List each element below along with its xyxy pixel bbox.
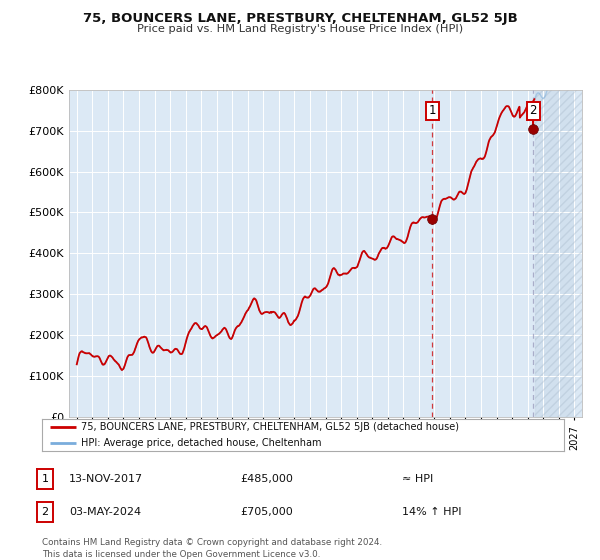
Text: 03-MAY-2024: 03-MAY-2024 (69, 507, 141, 517)
Text: Contains HM Land Registry data © Crown copyright and database right 2024.
This d: Contains HM Land Registry data © Crown c… (42, 538, 382, 559)
Text: 2: 2 (41, 507, 49, 517)
Bar (535, 90, 582, 417)
Text: 75, BOUNCERS LANE, PRESTBURY, CHELTENHAM, GL52 5JB (detached house): 75, BOUNCERS LANE, PRESTBURY, CHELTENHAM… (81, 422, 459, 432)
Text: HPI: Average price, detached house, Cheltenham: HPI: Average price, detached house, Chel… (81, 438, 322, 449)
Text: 14% ↑ HPI: 14% ↑ HPI (402, 507, 461, 517)
Text: 75, BOUNCERS LANE, PRESTBURY, CHELTENHAM, GL52 5JB: 75, BOUNCERS LANE, PRESTBURY, CHELTENHAM… (83, 12, 517, 25)
Text: Price paid vs. HM Land Registry's House Price Index (HPI): Price paid vs. HM Land Registry's House … (137, 24, 463, 34)
Text: £485,000: £485,000 (240, 474, 293, 484)
Text: £705,000: £705,000 (240, 507, 293, 517)
Text: 2: 2 (530, 104, 537, 118)
Text: ≈ HPI: ≈ HPI (402, 474, 433, 484)
Text: 1: 1 (41, 474, 49, 484)
Text: 13-NOV-2017: 13-NOV-2017 (69, 474, 143, 484)
Text: 1: 1 (428, 104, 436, 118)
